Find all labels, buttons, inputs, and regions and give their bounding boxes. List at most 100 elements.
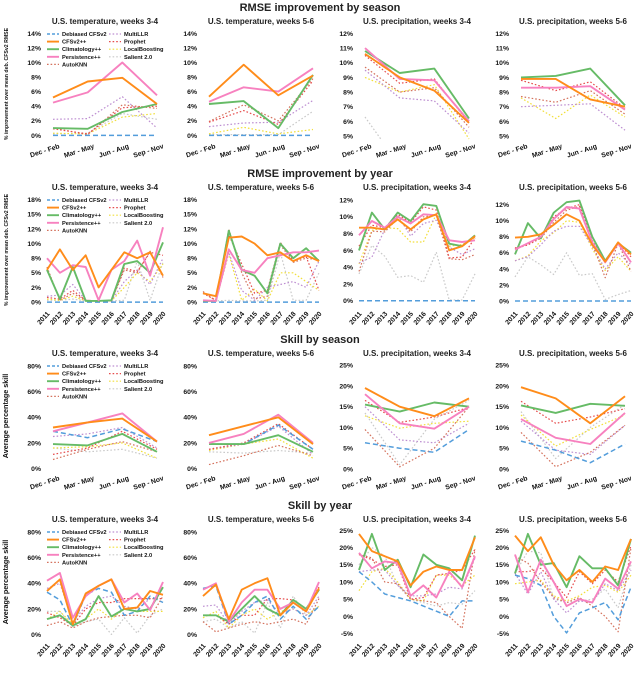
y-tick-label: 8% — [31, 256, 41, 263]
series-line-climatologypp — [364, 50, 470, 120]
section-title-skill-by-season: Skill by season — [280, 334, 360, 346]
x-tick-label: 2015 — [88, 642, 103, 658]
x-tick-label: 2016 — [257, 310, 272, 326]
legend-label-debiased_cfsv2: Debiased CFSv2 — [62, 364, 107, 370]
x-tick-label: 2012 — [205, 310, 220, 326]
series-line-localboosting — [208, 126, 314, 135]
series-line-cfsv2pp — [514, 213, 632, 263]
chart-title: U.S. temperature, weeks 5-6 — [208, 515, 315, 524]
legend-label-cfsv2pp: CFSv2++ — [62, 372, 87, 378]
chart-title: U.S. temperature, weeks 3-4 — [52, 17, 159, 26]
legend-label-multillr: MultiLLR — [124, 364, 148, 370]
x-tick-label: 2015 — [88, 310, 103, 326]
chart-title: U.S. precipitation, weeks 3-4 — [363, 17, 472, 26]
x-tick-label: 2014 — [387, 310, 402, 326]
y-tick-label: -5% — [341, 631, 353, 638]
series-line-multillr — [514, 225, 632, 270]
x-tick-label: 2018 — [594, 642, 609, 658]
chart-title: U.S. temperature, weeks 3-4 — [52, 183, 159, 192]
x-tick-label: 2015 — [556, 642, 571, 658]
y-tick-label: 12% — [339, 31, 353, 38]
x-tick-label: Mar - May — [531, 143, 563, 159]
series-line-autoknn — [202, 598, 320, 633]
y-tick-label: 12% — [27, 226, 41, 233]
x-tick-label: 2017 — [269, 310, 284, 326]
y-tick-label: 18% — [27, 197, 41, 204]
legend-label-debiased_cfsv2: Debiased CFSv2 — [62, 198, 107, 204]
x-tick-label: 2018 — [438, 642, 453, 658]
series-line-salient2 — [208, 449, 314, 454]
y-tick-label: 60% — [183, 555, 197, 562]
y-axis-label: % improvement over mean deb. CFSv2 RMSE — [4, 27, 10, 140]
x-tick-label: 2019 — [295, 642, 310, 658]
series-line-salient2 — [364, 116, 383, 140]
y-tick-label: 80% — [183, 530, 197, 537]
y-tick-label: 6% — [343, 119, 353, 126]
section-skill-by-year: Skill by year U.S. temperature, weeks 3-… — [0, 500, 640, 665]
series-line-cfsv2pp — [202, 235, 320, 298]
y-axis-label: Average percentage skill — [1, 540, 10, 624]
y-tick-label: 0% — [343, 614, 353, 621]
chart-title: U.S. precipitation, weeks 5-6 — [519, 183, 628, 192]
x-tick-label: 2020 — [308, 310, 323, 326]
series-line-salient2 — [47, 608, 164, 636]
series-line-prophet — [46, 251, 164, 302]
x-tick-label: 2019 — [139, 642, 154, 658]
y-tick-label: 25% — [339, 363, 353, 370]
y-tick-label: 80% — [183, 364, 197, 371]
series-line-debiased_cfsv2 — [364, 428, 470, 454]
y-tick-label: 11% — [340, 45, 353, 52]
x-tick-label: 2019 — [139, 310, 154, 326]
legend-label-multillr: MultiLLR — [124, 530, 148, 536]
series-line-autoknn — [52, 440, 158, 461]
series-line-salient2 — [514, 252, 632, 301]
series-line-climatologypp — [520, 402, 626, 414]
y-tick-label: 4% — [343, 265, 353, 272]
series-line-prophet — [202, 234, 320, 301]
y-tick-label: 15% — [339, 404, 353, 411]
y-tick-label: 20% — [339, 383, 353, 390]
y-tick-label: 10% — [495, 218, 509, 225]
y-tick-label: 0% — [31, 466, 41, 473]
section-title-skill-by-year: Skill by year — [287, 500, 353, 512]
section-rmse-by-year: RMSE improvement by year U.S. temperatur… — [0, 168, 640, 333]
chart-title: U.S. temperature, weeks 3-4 — [52, 515, 159, 524]
series-line-cfsv2pp — [521, 77, 626, 108]
y-tick-label: 2% — [187, 285, 197, 292]
x-tick-label: 2015 — [400, 642, 415, 658]
chart-skill-season-4: U.S. precipitation, weeks 5-6 0% 5% 10% 15% 2… — [495, 349, 632, 492]
series-line-climatologypp — [203, 589, 320, 623]
y-tick-label: 40% — [27, 581, 41, 588]
x-tick-label: 2015 — [400, 310, 415, 326]
y-tick-label: 7% — [343, 104, 353, 111]
legend-label-localboosting: LocalBoosting — [124, 213, 164, 219]
x-tick-label: Dec - Feb — [29, 475, 60, 491]
chart-title: U.S. temperature, weeks 3-4 — [52, 349, 159, 358]
series-line-salient2 — [52, 447, 158, 459]
x-tick-label: 2012 — [517, 310, 532, 326]
x-tick-label: 2014 — [231, 642, 246, 658]
x-tick-label: 2011 — [504, 310, 519, 326]
series-line-autoknn — [208, 78, 314, 123]
series-line-persistencepp — [514, 554, 632, 608]
y-tick-label: 2% — [343, 281, 353, 288]
y-tick-label: 0% — [343, 298, 353, 305]
x-tick-label: Dec - Feb — [341, 143, 372, 159]
y-tick-label: 25% — [339, 528, 353, 535]
x-tick-label: 2013 — [374, 310, 389, 326]
series-line-cfsv2pp — [202, 577, 320, 621]
y-tick-label: 80% — [27, 530, 41, 537]
y-tick-label: 15% — [339, 562, 353, 569]
chart-rmse-season-3: U.S. precipitation, weeks 3-4 5% 6% 7% 8% 9% 1… — [339, 17, 476, 160]
y-tick-label: 10% — [495, 579, 509, 586]
x-tick-label: Sep - Nov — [133, 143, 165, 159]
x-tick-label: 2013 — [218, 310, 233, 326]
y-tick-label: 8% — [343, 231, 353, 238]
series-line-multillr — [358, 557, 476, 597]
y-tick-label: 60% — [27, 389, 41, 396]
y-tick-label: 2% — [31, 285, 41, 292]
y-tick-label: 15% — [495, 562, 509, 569]
series-line-autoknn — [514, 547, 632, 633]
y-tick-label: 0% — [499, 466, 509, 473]
y-tick-label: 0% — [31, 632, 41, 639]
